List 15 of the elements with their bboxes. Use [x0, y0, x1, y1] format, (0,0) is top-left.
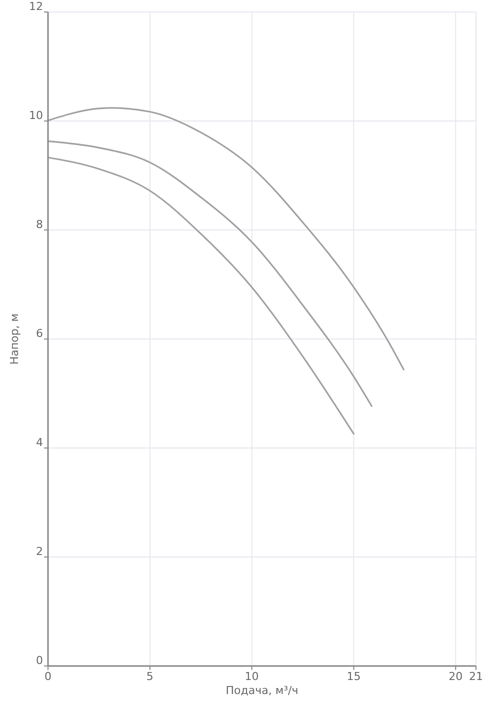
y-tick-label: 0	[36, 654, 43, 667]
y-tick-label: 2	[36, 545, 43, 558]
x-tick-label: 20	[448, 670, 463, 683]
y-tick-label: 10	[29, 109, 43, 122]
y-axis-title: Напор, м	[8, 313, 21, 365]
y-tick-label: 6	[36, 327, 43, 340]
x-tick-label: 0	[44, 670, 52, 683]
x-tick-label: 21	[469, 670, 483, 683]
x-axis-title: Подача, м³/ч	[226, 684, 298, 697]
x-tick-label: 5	[146, 670, 154, 683]
x-tick-label: 10	[244, 670, 259, 683]
y-tick-label: 4	[36, 436, 43, 449]
x-tick-label: 15	[346, 670, 361, 683]
y-tick-label: 12	[29, 0, 43, 13]
y-tick-label: 8	[36, 218, 43, 231]
